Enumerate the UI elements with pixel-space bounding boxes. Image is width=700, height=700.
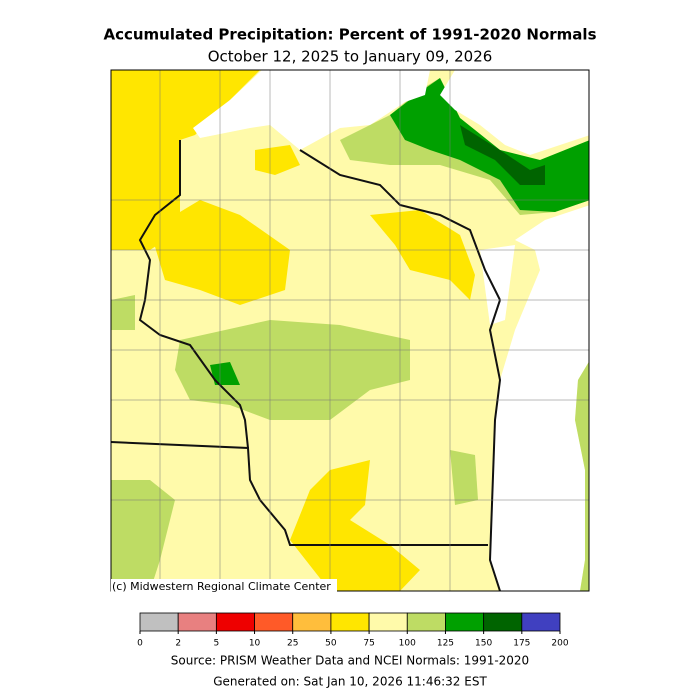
colorbar-bin [445, 612, 485, 632]
region [111, 295, 135, 330]
colorbar-bin [521, 612, 561, 632]
credit-background [111, 579, 337, 593]
colorbar: 0 2 5 10 25 50 75 100 125 150 175 200 [137, 612, 569, 649]
colorbar-bin [177, 612, 217, 632]
colorbar-bin [139, 612, 179, 632]
map: (c) Midwestern Regional Climate Center [110, 69, 590, 593]
colorbar-bin [406, 612, 446, 632]
region [175, 320, 410, 420]
region [210, 362, 240, 385]
tick-label: 50 [325, 639, 337, 649]
tick-label: 10 [249, 639, 261, 649]
region [111, 480, 175, 591]
tick-label: 125 [437, 639, 454, 649]
tick-label: 2 [175, 639, 181, 649]
region [290, 460, 420, 591]
region [370, 210, 475, 300]
lake-superior [193, 70, 430, 150]
tick-label: 75 [363, 639, 374, 649]
region [255, 145, 300, 175]
region [111, 70, 260, 250]
region [450, 450, 478, 505]
source: Source: PRISM Weather Data and NCEI Norm… [171, 654, 529, 668]
tick-label: 5 [213, 639, 219, 649]
title: Accumulated Precipitation: Percent of 19… [103, 26, 596, 44]
state-border [299, 149, 501, 301]
tick-label: 150 [475, 639, 492, 649]
tick-label: 0 [137, 639, 143, 649]
colorbar-bin [292, 612, 332, 632]
lake-michigan [490, 205, 589, 591]
colorbar-bin [254, 612, 294, 632]
tick-label: 25 [287, 639, 298, 649]
map-frame [110, 69, 590, 592]
subtitle: October 12, 2025 to January 09, 2026 [208, 48, 493, 66]
colorbar-bin [483, 612, 523, 632]
colorbar-bin [330, 612, 370, 632]
tick-label: 175 [513, 639, 530, 649]
colorbar-bin [368, 612, 408, 632]
region [460, 125, 545, 185]
colorbar-bin [215, 612, 255, 632]
generated: Generated on: Sat Jan 10, 2026 11:46:32 … [213, 675, 487, 689]
tick-label: 200 [551, 639, 568, 649]
region [575, 361, 589, 591]
green-bay [480, 245, 515, 325]
tick-label: 100 [399, 639, 416, 649]
credit: (c) Midwestern Regional Climate Center [112, 580, 331, 593]
county-grid [111, 70, 589, 591]
state-border [138, 140, 249, 449]
lake-superior [440, 70, 589, 155]
